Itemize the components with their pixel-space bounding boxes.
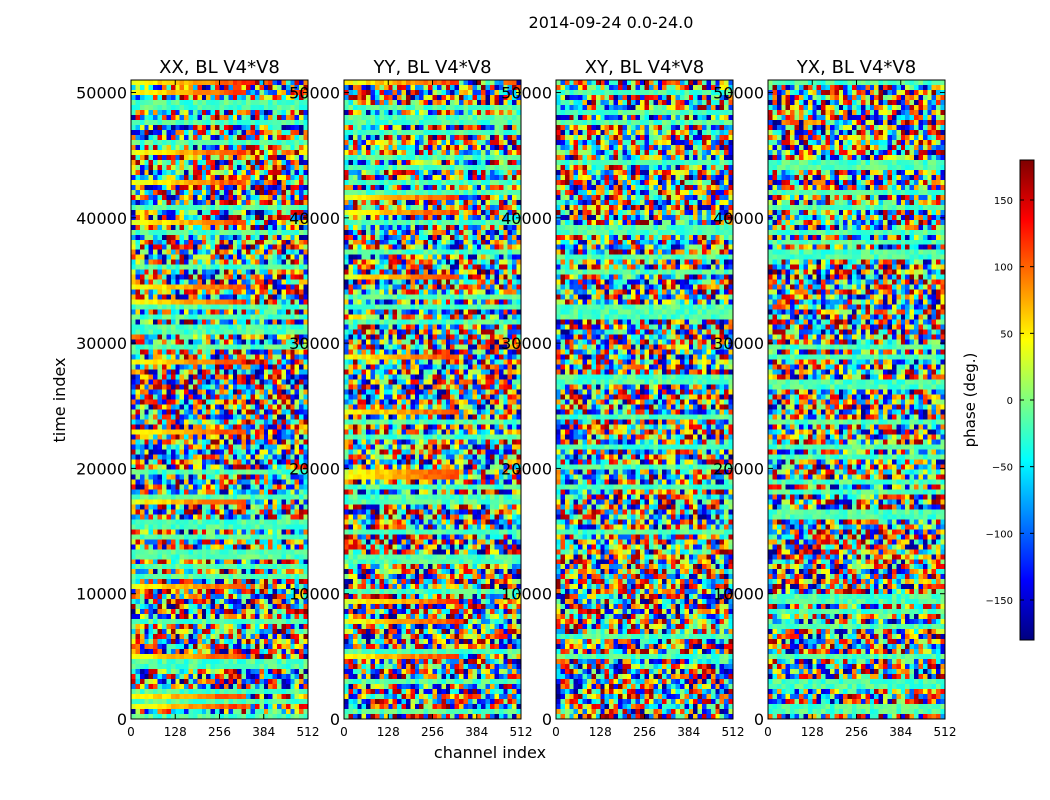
colorbar-label: phase (deg.): [961, 353, 979, 448]
x-tick-label: 384: [677, 725, 700, 739]
x-tick-label: 0: [340, 725, 348, 739]
x-tick-label: 512: [510, 725, 533, 739]
panel-title: XX, BL V4*V8: [159, 57, 280, 78]
y-tick-label: 10000: [501, 585, 552, 604]
y-tick-label: 30000: [713, 334, 764, 353]
x-tick-label: 384: [465, 725, 488, 739]
x-tick-label: 256: [208, 725, 231, 739]
x-tick-label: 128: [801, 725, 824, 739]
colorbar-tick-label: −50: [992, 463, 1013, 474]
colorbar-tick-label: 150: [994, 196, 1013, 207]
x-tick-label: 512: [934, 725, 957, 739]
y-tick-label: 50000: [713, 84, 764, 103]
colorbar-tick-label: −150: [986, 596, 1013, 607]
y-tick-label: 0: [330, 710, 340, 729]
y-tick-label: 20000: [713, 459, 764, 478]
y-tick-label: 20000: [76, 459, 127, 478]
panel-3: XY, BL V4*V8 0 128 256 384 512 0 10000 20000 3000…: [501, 57, 744, 739]
y-tick-label: 30000: [76, 334, 127, 353]
x-tick-label: 512: [722, 725, 745, 739]
y-tick-label: 40000: [76, 209, 127, 228]
x-tick-label: 384: [889, 725, 912, 739]
y-tick-label: 10000: [713, 585, 764, 604]
heatmap-image: [131, 80, 308, 719]
y-tick-label: 40000: [713, 209, 764, 228]
y-tick-label: 30000: [501, 334, 552, 353]
panel-title: YY, BL V4*V8: [372, 57, 491, 78]
y-tick-label: 40000: [501, 209, 552, 228]
x-tick-label: 128: [164, 725, 187, 739]
y-tick-label: 50000: [76, 84, 127, 103]
y-tick-label: 0: [117, 710, 127, 729]
x-tick-label: 512: [297, 725, 320, 739]
x-tick-label: 384: [252, 725, 275, 739]
y-tick-label: 40000: [289, 209, 340, 228]
x-tick-label: 128: [377, 725, 400, 739]
y-tick-label: 20000: [289, 459, 340, 478]
x-tick-label: 128: [589, 725, 612, 739]
x-tick-label: 256: [845, 725, 868, 739]
x-axis-label: channel index: [434, 743, 546, 762]
panel-1: XX, BL V4*V8 0 128 256 384 512 0 10000 20000 3000…: [76, 57, 319, 739]
y-tick-label: 50000: [501, 84, 552, 103]
y-tick-label: 10000: [289, 585, 340, 604]
heatmap-image: [344, 80, 521, 719]
x-tick-label: 0: [764, 725, 772, 739]
panel-title: XY, BL V4*V8: [585, 57, 704, 78]
panels-group: XX, BL V4*V8 0 128 256 384 512 0 10000 20000 3000…: [76, 57, 956, 739]
x-tick-label: 0: [552, 725, 560, 739]
colorbar-tick-label: 100: [994, 263, 1013, 274]
colorbar-tick-label: 0: [1007, 396, 1013, 407]
y-tick-label: 30000: [289, 334, 340, 353]
y-axis-label: time index: [50, 357, 69, 442]
panel-title: YX, BL V4*V8: [796, 57, 916, 78]
x-tick-label: 256: [633, 725, 656, 739]
panel-4: YX, BL V4*V8 0 128 256 384 512 0 10000 20000 3000…: [713, 57, 956, 739]
x-tick-label: 256: [421, 725, 444, 739]
colorbar-ticks: −150 −100 −50 0 50 100 150: [986, 196, 1034, 607]
y-tick-label: 20000: [501, 459, 552, 478]
heatmap-image: [556, 80, 733, 719]
colorbar-tick-label: −100: [986, 529, 1013, 540]
y-tick-label: 50000: [289, 84, 340, 103]
panel-2: YY, BL V4*V8 0 128 256 384 512 0 10000 20000 3000…: [289, 57, 532, 739]
figure-suptitle: 2014-09-24 0.0-24.0: [529, 13, 694, 32]
colorbar: −150 −100 −50 0 50 100 150 phase (deg.): [961, 159, 1035, 641]
heatmap-image: [768, 80, 945, 719]
y-tick-label: 0: [754, 710, 764, 729]
colorbar-tick-label: 50: [1000, 329, 1013, 340]
x-tick-label: 0: [127, 725, 135, 739]
y-tick-label: 10000: [76, 585, 127, 604]
y-tick-label: 0: [542, 710, 552, 729]
